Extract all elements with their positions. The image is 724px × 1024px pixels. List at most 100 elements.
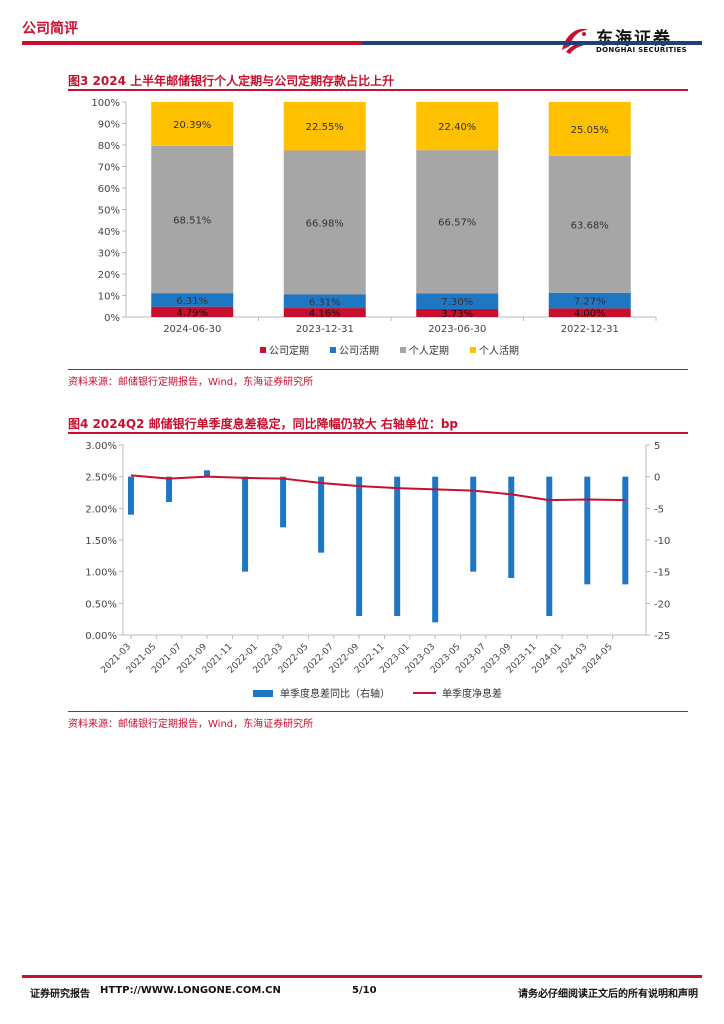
data-label: 4.16%	[309, 309, 341, 320]
data-label: 68.51%	[173, 215, 211, 226]
legend-label: 公司定期	[269, 344, 309, 357]
x-tick-label: 2023-12-31	[296, 324, 354, 335]
data-label: 4.79%	[176, 308, 208, 319]
data-label: 7.30%	[441, 297, 473, 308]
bar	[546, 476, 553, 616]
left-tick-label: 2.00%	[85, 504, 117, 515]
footer-website-link[interactable]: HTTP://WWW.LONGONE.COM.CN	[100, 985, 281, 996]
y-tick-label: 30%	[98, 249, 120, 260]
bar-segment	[548, 102, 631, 156]
line-series	[130, 474, 626, 502]
bar-segment	[283, 308, 366, 317]
x-tick-label: 2022-12-31	[561, 324, 619, 335]
logo-text-en: DONGHAI SECURITIES	[596, 46, 687, 54]
footer-rule	[22, 975, 702, 978]
legend-swatch	[470, 347, 476, 353]
legend-swatch	[330, 347, 336, 353]
figure3-top-rule	[68, 89, 688, 91]
bar	[128, 476, 134, 515]
bar-segment	[151, 293, 234, 307]
bar-segment	[416, 102, 499, 151]
figure3-bottom-rule	[68, 369, 688, 370]
chart-net-interest-margin: 0.00% 0.50% 1.00% 1.50% 2.00% 2.50% 3.00% -25 -2…	[85, 441, 670, 700]
bar	[394, 476, 401, 616]
bar-segment	[548, 292, 631, 309]
bar	[166, 476, 173, 502]
footer-page-number: 5/10	[352, 985, 377, 996]
data-label: 6.31%	[309, 297, 341, 308]
right-tick-label: -10	[654, 536, 670, 547]
figure3-source: 资料来源：邮储银行定期报告，Wind，东海证券研究所	[68, 377, 314, 388]
bar	[356, 476, 363, 616]
y-tick-label: 10%	[98, 292, 120, 303]
y-tick-label: 50%	[98, 206, 120, 217]
right-tick-label: -15	[654, 568, 670, 579]
bar	[508, 476, 515, 578]
x-tick-label: 2024-06-30	[163, 324, 221, 335]
legend-label-line: 单季度净息差	[442, 687, 502, 700]
y-tick-label: 70%	[98, 163, 120, 174]
bar	[432, 476, 439, 623]
data-label: 22.40%	[438, 122, 476, 133]
bar-segment	[151, 145, 234, 294]
bar-segment	[283, 150, 366, 295]
bar-segment	[548, 155, 631, 293]
right-tick-label: -25	[654, 631, 670, 642]
y-tick-label: 90%	[98, 120, 120, 131]
bar-segment	[151, 306, 234, 317]
y-tick-label: 80%	[98, 141, 120, 152]
left-tick-label: 3.00%	[85, 441, 117, 452]
bar	[242, 476, 249, 572]
legend-swatch-bar	[253, 690, 273, 697]
bar	[318, 476, 325, 553]
figure4-top-rule	[68, 432, 688, 434]
figure4-bottom-rule	[68, 711, 688, 712]
bar-segment	[416, 308, 499, 317]
right-tick-label: 5	[654, 441, 660, 452]
section-title: 公司简评	[22, 21, 78, 37]
legend-swatch	[260, 347, 266, 353]
data-label: 20.39%	[173, 120, 211, 131]
data-label: 66.57%	[438, 218, 476, 229]
left-tick-label: 2.50%	[85, 473, 117, 484]
chart-deposit-structure: 0% 10% 20% 30% 40% 50% 60% 70% 80% 90% 100% 4.79% 6.…	[91, 98, 657, 357]
header-rule-red	[22, 41, 362, 45]
left-tick-label: 0.00%	[85, 631, 117, 642]
company-logo: 东海证券 DONGHAI SECURITIES	[558, 22, 708, 58]
left-tick-label: 1.50%	[85, 536, 117, 547]
figure4-source: 资料来源：邮储银行定期报告，Wind，东海证券研究所	[68, 719, 314, 730]
wave-dragon-icon	[562, 28, 588, 54]
bar-segment	[416, 293, 499, 309]
legend-label-bar: 单季度息差同比（右轴）	[280, 687, 390, 700]
bar	[280, 476, 287, 528]
y-tick-label: 0%	[104, 313, 120, 324]
bar	[470, 476, 477, 572]
y-tick-label: 20%	[98, 270, 120, 281]
data-label: 7.27%	[574, 297, 606, 308]
left-tick-label: 1.00%	[85, 568, 117, 579]
bar	[584, 476, 591, 585]
x-tick-label: 2023-06-30	[428, 324, 486, 335]
bar-segment	[283, 294, 366, 309]
legend-label: 公司活期	[339, 345, 379, 357]
left-tick-label: 0.50%	[85, 599, 117, 610]
bar-segment	[283, 102, 366, 151]
right-tick-label: -20	[654, 599, 670, 610]
y-tick-label: 60%	[98, 184, 120, 195]
bar	[204, 470, 211, 477]
data-label: 22.55%	[306, 122, 344, 133]
bar	[622, 476, 629, 585]
footer-disclaimer: 请务必仔细阅读正文后的所有说明和声明	[518, 989, 698, 1000]
legend-swatch	[400, 347, 406, 353]
bar-segment	[151, 102, 234, 146]
y-tick-label: 40%	[98, 227, 120, 238]
right-tick-label: -5	[654, 504, 664, 515]
y-tick-label: 100%	[91, 98, 120, 109]
legend-label: 个人定期	[409, 344, 449, 357]
data-label: 4.00%	[574, 309, 606, 320]
bar-segment	[416, 150, 499, 294]
data-label: 66.98%	[306, 218, 344, 229]
data-label: 25.05%	[571, 125, 609, 136]
header-rule-blue	[362, 41, 702, 45]
right-tick-label: 0	[654, 473, 660, 484]
